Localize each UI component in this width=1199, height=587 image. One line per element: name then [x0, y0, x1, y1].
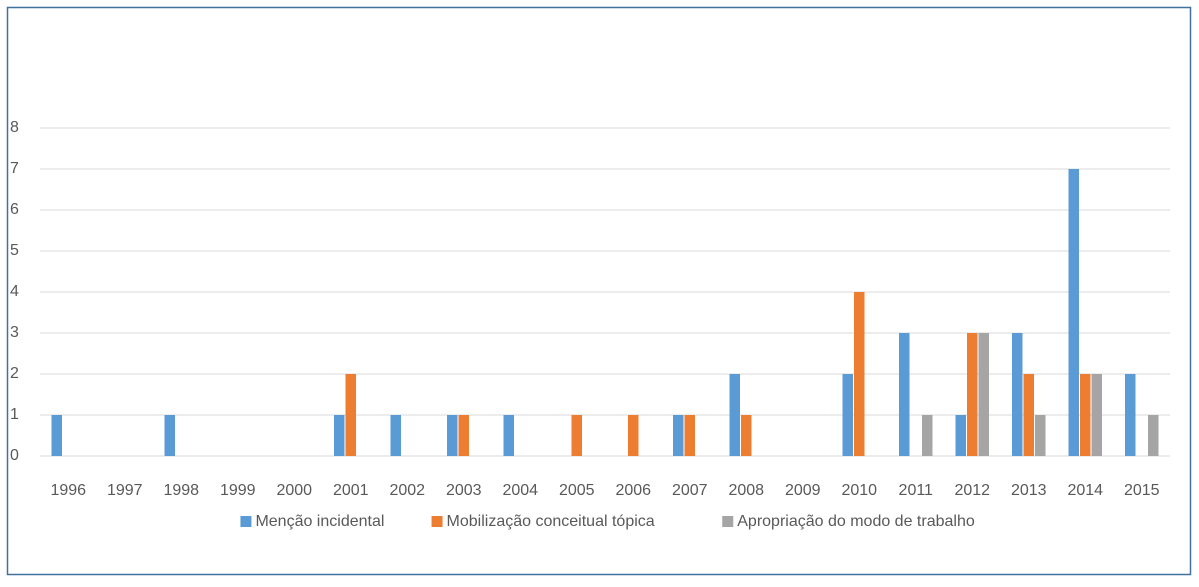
y-tick-label: 8 [10, 119, 19, 136]
y-tick-label: 4 [10, 283, 19, 300]
legend-label: Mobilização conceitual tópica [447, 513, 655, 530]
y-tick-label: 0 [10, 447, 19, 464]
bar [571, 415, 582, 456]
legend-label: Apropriação do modo de trabalho [737, 513, 975, 530]
x-tick-label: 2012 [954, 482, 990, 499]
bar [1080, 374, 1091, 456]
bar [741, 415, 752, 456]
bar [967, 333, 978, 456]
x-tick-label: 2014 [1067, 482, 1103, 499]
x-tick-label: 1999 [220, 482, 256, 499]
bar [334, 415, 345, 456]
x-tick-label: 2009 [785, 482, 821, 499]
y-tick-label: 7 [10, 160, 19, 177]
bar [1068, 169, 1079, 456]
bar [899, 333, 910, 456]
x-tick-label: 2001 [333, 482, 369, 499]
x-tick-label: 1998 [163, 482, 199, 499]
bar [922, 415, 933, 456]
bar [955, 415, 966, 456]
bar [978, 333, 989, 456]
x-tick-label: 1997 [107, 482, 143, 499]
y-tick-label: 2 [10, 365, 19, 382]
x-tick-label: 2005 [559, 482, 595, 499]
bar [345, 374, 356, 456]
y-tick-label: 5 [10, 242, 19, 259]
legend-swatch [431, 516, 443, 527]
bar [729, 374, 740, 456]
x-tick-label: 2015 [1124, 482, 1160, 499]
bar [1148, 415, 1159, 456]
legend-swatch [240, 516, 252, 527]
x-tick-label: 2010 [841, 482, 877, 499]
bar [458, 415, 469, 456]
bar [1035, 415, 1046, 456]
x-tick-label: 2011 [899, 482, 934, 499]
bar [51, 415, 62, 456]
y-tick-label: 6 [10, 201, 19, 218]
x-tick-label: 2004 [502, 482, 538, 499]
bar [842, 374, 853, 456]
bar [1012, 333, 1023, 456]
bar [1023, 374, 1034, 456]
bar [1091, 374, 1102, 456]
bar [628, 415, 639, 456]
x-tick-label: 2013 [1011, 482, 1047, 499]
legend-label: Menção incidental [255, 513, 384, 530]
y-tick-label: 3 [10, 324, 19, 341]
x-tick-label: 1996 [50, 482, 86, 499]
x-tick-label: 2008 [728, 482, 764, 499]
bar [684, 415, 695, 456]
x-tick-label: 2000 [276, 482, 312, 499]
bar [673, 415, 684, 456]
bar [854, 292, 865, 456]
chart-frame [6, 6, 1192, 576]
bar [1125, 374, 1136, 456]
bar [447, 415, 458, 456]
bar [503, 415, 514, 456]
x-tick-label: 2003 [446, 482, 482, 499]
x-tick-label: 2006 [615, 482, 651, 499]
x-tick-label: 2002 [389, 482, 425, 499]
bar [164, 415, 175, 456]
bar [390, 415, 401, 456]
legend-swatch [722, 516, 734, 527]
y-tick-label: 1 [10, 406, 19, 423]
x-tick-label: 2007 [672, 482, 708, 499]
